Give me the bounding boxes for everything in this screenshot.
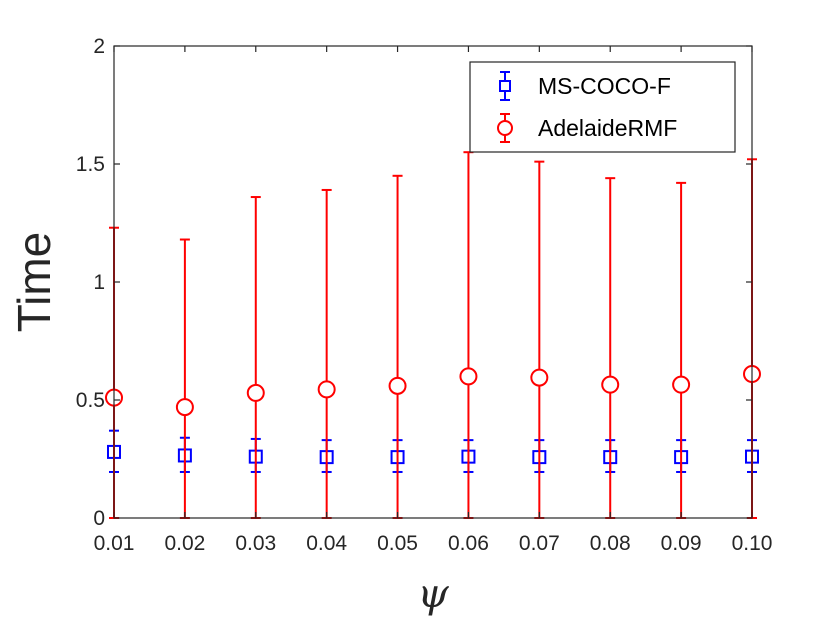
legend-entry: AdelaideRMF [497, 113, 677, 143]
x-axis-label: ψ [417, 571, 449, 617]
data-point [317, 380, 336, 399]
y-tick-label: 2 [93, 35, 105, 58]
data-point [175, 398, 194, 417]
y-axis-label: Time [8, 232, 60, 333]
data-point [672, 375, 691, 394]
data-point [601, 375, 620, 394]
legend-label: AdelaideRMF [538, 115, 677, 141]
legend-box [469, 61, 736, 153]
x-tick-label: 0.01 [94, 532, 135, 555]
data-point [530, 368, 549, 387]
x-tick-label: 0.04 [306, 532, 347, 555]
legend-marker [497, 120, 513, 136]
y-tick-label: 0.5 [76, 389, 105, 412]
legend-entry: MS-COCO-F [499, 71, 671, 101]
y-tick-label: 1.5 [76, 153, 105, 176]
y-tick-label: 1 [93, 271, 105, 294]
legend-marker [499, 80, 511, 92]
legend: MS-COCO-F AdelaideRMF [469, 61, 736, 153]
x-tick-label: 0.06 [448, 532, 489, 555]
x-tick-label: 0.05 [377, 532, 418, 555]
data-point [459, 367, 478, 386]
x-tick-label: 0.02 [164, 532, 205, 555]
x-tick-label: 0.09 [661, 532, 702, 555]
x-tick-label: 0.10 [732, 532, 773, 555]
y-tick-label: 0 [93, 507, 105, 530]
x-tick-label: 0.08 [590, 532, 631, 555]
x-tick-label: 0.07 [519, 532, 560, 555]
x-tick-label: 0.03 [235, 532, 276, 555]
axes-layer: 0 0.5 1 1.5 2 0.01 0.02 0.03 0.04 0.05 0.06 0.07 0.0… [76, 35, 773, 555]
data-point [388, 376, 407, 395]
data-point [246, 383, 265, 402]
legend-label: MS-COCO-F [538, 73, 671, 99]
